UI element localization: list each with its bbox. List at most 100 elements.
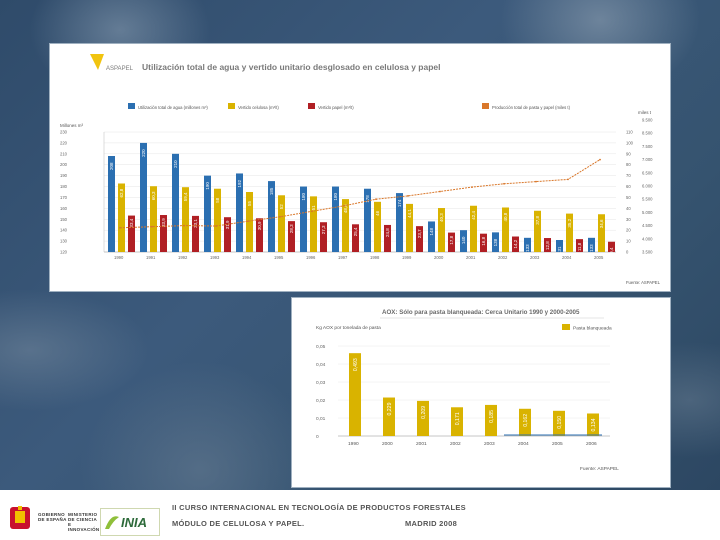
bar-value-label: 0,229 [387, 402, 393, 415]
bar-value-label: 59,4 [183, 192, 188, 201]
production-point [311, 210, 313, 213]
x-tick-label: 2002 [450, 441, 461, 447]
legend-swatch [482, 103, 489, 109]
bar-value-label: 210 [173, 160, 178, 168]
chart2-source: Fuente: ASPAPEL [580, 466, 619, 472]
left-tick-label: 170 [60, 195, 68, 200]
bar-vertido-papel [576, 239, 583, 252]
x-tick-label: 2003 [484, 441, 495, 447]
left-tick-label: 190 [60, 173, 68, 178]
aox-bar [485, 404, 497, 436]
bar-vertido-celulosa [118, 183, 125, 252]
bar-value-label: 52 [279, 204, 284, 210]
aox-bar [587, 413, 599, 436]
x-tick-label: 2001 [416, 441, 427, 447]
bar-vertido-celulosa [470, 205, 477, 252]
bar-water-usage [428, 221, 435, 252]
aox-chart: AOX: Sólo para pasta blanqueada: Cerca U… [316, 309, 619, 472]
x-tick-label: 1999 [402, 255, 412, 260]
inia-logo: INIA [100, 508, 160, 536]
right-mid-tick-label: 60 [626, 184, 631, 189]
production-point [599, 158, 601, 161]
bar-vertido-celulosa [502, 207, 509, 252]
x-tick-label: 1998 [370, 255, 380, 260]
bar-value-label: 35,2 [567, 218, 572, 227]
right-mid-tick-label: 80 [626, 162, 631, 167]
bar-value-label: 37,8 [535, 216, 540, 225]
bar-water-usage [300, 186, 307, 252]
gov-label: GOBIERNO DE ESPAÑA [38, 512, 67, 522]
legend-label: Vertido celulosa (m³/t) [238, 105, 279, 110]
bar-water-usage [268, 181, 275, 252]
bar-value-label: 12,8 [545, 241, 550, 250]
bar-value-label: 133 [525, 244, 530, 252]
right-mid-tick-label: 100 [626, 140, 634, 145]
production-point [279, 215, 281, 218]
legend-label: Pasta blanqueada [573, 326, 612, 332]
bar-value-label: 40,8 [503, 212, 508, 221]
bar-water-usage [396, 193, 403, 252]
production-point [247, 220, 249, 223]
bar-vertido-celulosa [310, 196, 317, 252]
x-tick-label: 1994 [242, 255, 252, 260]
bar-water-usage [364, 188, 371, 252]
y-tick-label: 0,03 [316, 380, 326, 386]
aox-bar [383, 397, 395, 436]
bar-water-usage [556, 240, 563, 252]
bar-value-label: 138 [493, 238, 498, 246]
bar-water-usage [332, 186, 339, 252]
production-point [407, 195, 409, 197]
bar-value-label: 23,7 [417, 229, 422, 238]
bar-value-label: 33,4 [129, 218, 134, 227]
production-point [375, 198, 377, 201]
bar-value-label: 11,8 [577, 242, 582, 251]
brand-leaf-icon [90, 54, 104, 70]
bar-vertido-papel [224, 217, 231, 252]
x-tick-label: 2001 [466, 255, 476, 260]
production-point [151, 225, 153, 228]
bar-vertido-celulosa [598, 214, 605, 252]
bar-value-label: 0,493 [353, 358, 359, 371]
right-mid-tick-label: 30 [626, 217, 631, 222]
right-far-tick-label: 4.500 [642, 223, 653, 228]
legend-swatch [128, 103, 135, 109]
bar-vertido-papel [384, 224, 391, 252]
legend-label: Producción total de pasta y papel (miles… [492, 105, 571, 110]
chart2-title: AOX: Sólo para pasta blanqueada: Cerca U… [382, 309, 580, 316]
left-tick-label: 210 [60, 151, 68, 156]
bar-vertido-celulosa [246, 192, 253, 252]
x-tick-label: 1996 [306, 255, 316, 260]
spain-coat-of-arms-icon [6, 504, 34, 530]
production-point [503, 182, 505, 185]
bar-value-label: 140 [461, 236, 466, 244]
bar-value-label: 190 [205, 182, 210, 190]
bar-value-label: 148 [429, 227, 434, 235]
bar-value-label: 0,209 [421, 406, 427, 419]
bar-vertido-papel [352, 224, 359, 252]
legend-swatch [308, 103, 315, 109]
bar-vertido-celulosa [182, 187, 189, 252]
production-point [215, 225, 217, 227]
x-tick-label: 2005 [594, 255, 604, 260]
bar-value-label: 34,6 [599, 219, 604, 228]
right-far-tick-label: 4.000 [642, 236, 653, 241]
chart1-source: Fuente: ASPAPEL [626, 280, 661, 285]
bar-water-usage [172, 153, 179, 252]
bar-value-label: 0,171 [455, 412, 461, 425]
bar-water-usage [588, 237, 595, 252]
bar-value-label: 58 [215, 197, 220, 203]
legend-label: Vertido papel (m³/t) [318, 105, 354, 110]
x-tick-label: 1990 [114, 255, 124, 260]
bar-vertido-papel [608, 241, 615, 252]
bar-water-usage [460, 230, 467, 252]
legend-label: Utilización total de agua (millones m³) [138, 105, 208, 110]
bar-value-label: 192 [237, 179, 242, 187]
y-tick-label: 0 [316, 434, 319, 440]
bar-water-usage [236, 173, 243, 252]
bar-value-label: 17,8 [449, 235, 454, 244]
right-mid-tick-label: 50 [626, 195, 631, 200]
production-line [119, 159, 601, 229]
y-tick-label: 0,01 [316, 416, 326, 422]
water-usage-chart-panel: ASPAPEL Utilización total de agua y verti… [50, 44, 670, 291]
bar-vertido-papel [128, 215, 135, 252]
